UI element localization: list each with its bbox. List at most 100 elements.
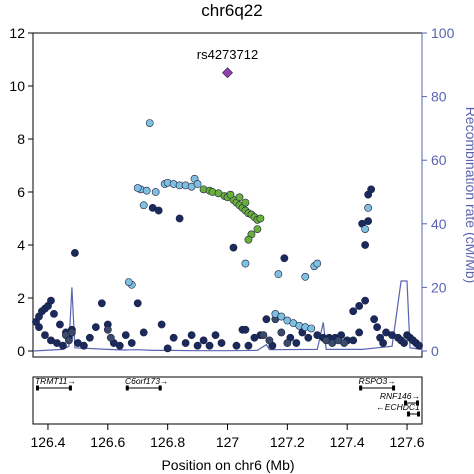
- snp-point-low: [364, 217, 373, 226]
- snp-points: [32, 119, 423, 353]
- x-axis-label: Position on chr6 (Mb): [161, 457, 294, 473]
- snp-point-low: [232, 341, 241, 350]
- y2-tick-label: 60: [431, 152, 447, 168]
- gene-annotations: TRMT11→ C6orf173→ RSPO3→ RNF146→←ECHDC1: [35, 376, 420, 417]
- snp-point-low: [115, 341, 124, 350]
- snp-point-low: [41, 331, 49, 339]
- snp-point-mid: [313, 259, 322, 268]
- snp-point-low: [355, 328, 364, 337]
- recombination-rate-line: [32, 280, 423, 352]
- snp-point-mid: [364, 203, 373, 212]
- snp-point-low: [154, 206, 163, 215]
- snp-point-midlow: [259, 331, 268, 339]
- x-tick-label: 127: [216, 434, 240, 450]
- snp-point-low: [349, 336, 358, 345]
- snp-point-midlow: [106, 333, 115, 342]
- snp-point-mid: [277, 312, 286, 321]
- x-axis: 126.4 126.6 126.8 127 127.2 127.4 127.6: [30, 424, 425, 450]
- snp-point-low: [229, 243, 238, 252]
- snp-point-midlow: [277, 328, 286, 337]
- lead-snp-marker: [222, 67, 233, 79]
- snp-point-low: [193, 341, 202, 350]
- gene-exon: [125, 385, 129, 391]
- chart-title: chr6q22: [201, 1, 262, 20]
- snp-point-mid: [151, 188, 160, 196]
- snp-point-low: [211, 331, 220, 339]
- snp-point-low: [139, 328, 148, 337]
- y-tick-label: 0: [17, 343, 25, 359]
- x-tick-label: 127.4: [330, 434, 365, 450]
- snp-point-low: [133, 299, 142, 308]
- snp-point-low: [217, 339, 226, 347]
- y2-tick-label: 100: [431, 25, 455, 41]
- gene-label: C6orf173→: [125, 376, 168, 386]
- snp-point-low: [199, 336, 208, 345]
- y2-tick-label: 20: [431, 279, 447, 295]
- snp-point-low: [97, 299, 106, 308]
- snp-point-midlow: [340, 339, 349, 347]
- snp-point-low: [157, 320, 166, 329]
- y2-tick-label: 80: [431, 89, 447, 105]
- snp-point-high: [226, 190, 235, 199]
- snp-point-low: [304, 333, 313, 342]
- snp-point-low: [163, 344, 172, 353]
- snp-point-midlow: [283, 339, 292, 347]
- snp-point-mid: [142, 186, 151, 195]
- snp-point-low: [241, 325, 250, 334]
- snp-point-mid: [145, 119, 154, 127]
- snp-point-low: [373, 323, 382, 332]
- snp-point-low: [79, 341, 88, 350]
- gene-exon: [158, 385, 162, 391]
- snp-point-low: [187, 331, 196, 339]
- snp-point-low: [169, 333, 178, 342]
- gene-exon: [68, 385, 72, 391]
- snp-point-low: [59, 341, 67, 350]
- snp-point-mid: [361, 225, 370, 233]
- y-tick-label: 8: [17, 131, 25, 147]
- snp-point-high: [244, 235, 253, 244]
- recombination-line: [32, 280, 423, 352]
- snp-point-low: [35, 323, 43, 332]
- gene-label: RSPO3→: [358, 376, 395, 386]
- snp-point-high: [256, 214, 265, 223]
- snp-point-low: [56, 320, 64, 329]
- snp-point-low: [205, 341, 214, 350]
- snp-point-mid: [301, 272, 310, 281]
- snp-point-low: [127, 339, 136, 347]
- snp-point-midlow: [103, 325, 112, 334]
- x-tick-label: 126.8: [150, 434, 185, 450]
- snp-point-high: [235, 193, 244, 202]
- snp-point-low: [262, 315, 271, 324]
- snp-point-low: [415, 341, 423, 350]
- gene-exon: [416, 400, 420, 406]
- y-axis-right-label: Recombination rate (cM/Mb): [463, 107, 474, 284]
- snp-point-midlow: [68, 328, 76, 337]
- gene-exon: [392, 385, 396, 391]
- snp-point-low: [70, 249, 79, 257]
- y-tick-label: 12: [9, 25, 25, 41]
- snp-point-low: [361, 296, 370, 305]
- snp-point-low: [50, 309, 58, 318]
- y-tick-label: 4: [17, 237, 25, 253]
- snp-point-low: [280, 254, 289, 263]
- snp-point-mid: [139, 201, 148, 210]
- snp-point-midlow: [65, 336, 73, 345]
- snp-point-low: [379, 339, 387, 347]
- x-tick-label: 126.6: [90, 434, 125, 450]
- gene-label: ←ECHDC1: [376, 402, 420, 412]
- snp-point-low: [175, 214, 184, 223]
- snp-point-low: [85, 333, 94, 342]
- snp-point-high: [253, 225, 262, 233]
- snp-point-low: [121, 331, 130, 339]
- snp-point-low: [367, 185, 376, 194]
- snp-point-mid: [193, 180, 202, 188]
- snp-point-mid: [274, 270, 283, 279]
- x-tick-label: 127.2: [270, 434, 305, 450]
- snp-point-low: [349, 307, 358, 316]
- snp-point-low: [361, 241, 370, 249]
- snp-point-low: [47, 296, 55, 305]
- snp-point-low: [400, 339, 408, 347]
- y-tick-label: 10: [9, 78, 25, 94]
- snp-point-low: [370, 315, 379, 324]
